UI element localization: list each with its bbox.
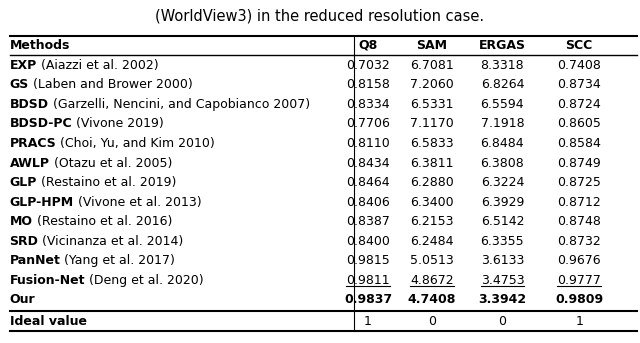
Text: 6.2484: 6.2484 [410, 235, 454, 248]
Text: EXP: EXP [10, 59, 37, 72]
Text: 7.1170: 7.1170 [410, 118, 454, 130]
Text: 0.8724: 0.8724 [557, 98, 601, 111]
Text: 5.0513: 5.0513 [410, 255, 454, 267]
Text: SAM: SAM [417, 39, 447, 52]
Text: 0.8734: 0.8734 [557, 79, 601, 91]
Text: 0.8584: 0.8584 [557, 137, 601, 150]
Text: 0.8406: 0.8406 [346, 196, 390, 209]
Text: 6.3811: 6.3811 [410, 157, 454, 169]
Text: 6.8484: 6.8484 [481, 137, 524, 150]
Text: (WorldView3) in the reduced resolution case.: (WorldView3) in the reduced resolution c… [156, 9, 484, 24]
Text: PanNet: PanNet [10, 255, 60, 267]
Text: (Garzelli, Nencini, and Capobianco 2007): (Garzelli, Nencini, and Capobianco 2007) [49, 98, 310, 111]
Text: 6.5331: 6.5331 [410, 98, 454, 111]
Text: SRD: SRD [10, 235, 38, 248]
Text: 1: 1 [364, 315, 372, 328]
Text: 0: 0 [499, 315, 506, 328]
Text: (Restaino et al. 2016): (Restaino et al. 2016) [33, 215, 172, 228]
Text: 0.9809: 0.9809 [555, 294, 604, 306]
Text: 0.9837: 0.9837 [344, 294, 392, 306]
Text: 8.3318: 8.3318 [481, 59, 524, 72]
Text: 6.5594: 6.5594 [481, 98, 524, 111]
Text: (Laben and Brower 2000): (Laben and Brower 2000) [29, 79, 193, 91]
Text: 3.4753: 3.4753 [481, 274, 524, 287]
Text: 0.8749: 0.8749 [557, 157, 601, 169]
Text: 6.3224: 6.3224 [481, 176, 524, 189]
Text: 0.8748: 0.8748 [557, 215, 601, 228]
Text: 0.8725: 0.8725 [557, 176, 601, 189]
Text: 4.7408: 4.7408 [408, 294, 456, 306]
Text: (Choi, Yu, and Kim 2010): (Choi, Yu, and Kim 2010) [56, 137, 215, 150]
Text: 0.8434: 0.8434 [346, 157, 390, 169]
Text: 7.2060: 7.2060 [410, 79, 454, 91]
Text: 0.8158: 0.8158 [346, 79, 390, 91]
Text: (Otazu et al. 2005): (Otazu et al. 2005) [50, 157, 172, 169]
Text: 0.7408: 0.7408 [557, 59, 601, 72]
Text: 0.9815: 0.9815 [346, 255, 390, 267]
Text: PRACS: PRACS [10, 137, 56, 150]
Text: (Vicinanza et al. 2014): (Vicinanza et al. 2014) [38, 235, 184, 248]
Text: 3.6133: 3.6133 [481, 255, 524, 267]
Text: 0.7706: 0.7706 [346, 118, 390, 130]
Text: BDSD-PC: BDSD-PC [10, 118, 72, 130]
Text: Methods: Methods [10, 39, 70, 52]
Text: Q8: Q8 [358, 39, 378, 52]
Text: 0.9777: 0.9777 [557, 274, 601, 287]
Text: 0: 0 [428, 315, 436, 328]
Text: 6.5833: 6.5833 [410, 137, 454, 150]
Text: Ideal value: Ideal value [10, 315, 86, 328]
Text: (Aiazzi et al. 2002): (Aiazzi et al. 2002) [37, 59, 159, 72]
Text: (Vivone 2019): (Vivone 2019) [72, 118, 164, 130]
Text: 0.8400: 0.8400 [346, 235, 390, 248]
Text: 0.8387: 0.8387 [346, 215, 390, 228]
Text: AWLP: AWLP [10, 157, 50, 169]
Text: 0.8334: 0.8334 [346, 98, 390, 111]
Text: 6.2153: 6.2153 [410, 215, 454, 228]
Text: 0.8464: 0.8464 [346, 176, 390, 189]
Text: 6.8264: 6.8264 [481, 79, 524, 91]
Text: (Deng et al. 2020): (Deng et al. 2020) [85, 274, 204, 287]
Text: 0.8110: 0.8110 [346, 137, 390, 150]
Text: SCC: SCC [566, 39, 593, 52]
Text: 7.1918: 7.1918 [481, 118, 524, 130]
Text: (Vivone et al. 2013): (Vivone et al. 2013) [74, 196, 202, 209]
Text: 6.3808: 6.3808 [481, 157, 524, 169]
Text: 6.3929: 6.3929 [481, 196, 524, 209]
Text: 0.8605: 0.8605 [557, 118, 601, 130]
Text: 0.7032: 0.7032 [346, 59, 390, 72]
Text: 4.8672: 4.8672 [410, 274, 454, 287]
Text: MO: MO [10, 215, 33, 228]
Text: 3.3942: 3.3942 [478, 294, 527, 306]
Text: 0.9676: 0.9676 [557, 255, 601, 267]
Text: 6.5142: 6.5142 [481, 215, 524, 228]
Text: ERGAS: ERGAS [479, 39, 526, 52]
Text: (Yang et al. 2017): (Yang et al. 2017) [60, 255, 175, 267]
Text: GS: GS [10, 79, 29, 91]
Text: 0.9811: 0.9811 [346, 274, 390, 287]
Text: GLP-HPM: GLP-HPM [10, 196, 74, 209]
Text: 6.3355: 6.3355 [481, 235, 524, 248]
Text: Our: Our [10, 294, 35, 306]
Text: 6.3400: 6.3400 [410, 196, 454, 209]
Text: GLP: GLP [10, 176, 37, 189]
Text: 6.2880: 6.2880 [410, 176, 454, 189]
Text: 6.7081: 6.7081 [410, 59, 454, 72]
Text: 0.8712: 0.8712 [557, 196, 601, 209]
Text: 0.8732: 0.8732 [557, 235, 601, 248]
Text: 1: 1 [575, 315, 583, 328]
Text: (Restaino et al. 2019): (Restaino et al. 2019) [37, 176, 177, 189]
Text: Fusion-Net: Fusion-Net [10, 274, 85, 287]
Text: BDSD: BDSD [10, 98, 49, 111]
